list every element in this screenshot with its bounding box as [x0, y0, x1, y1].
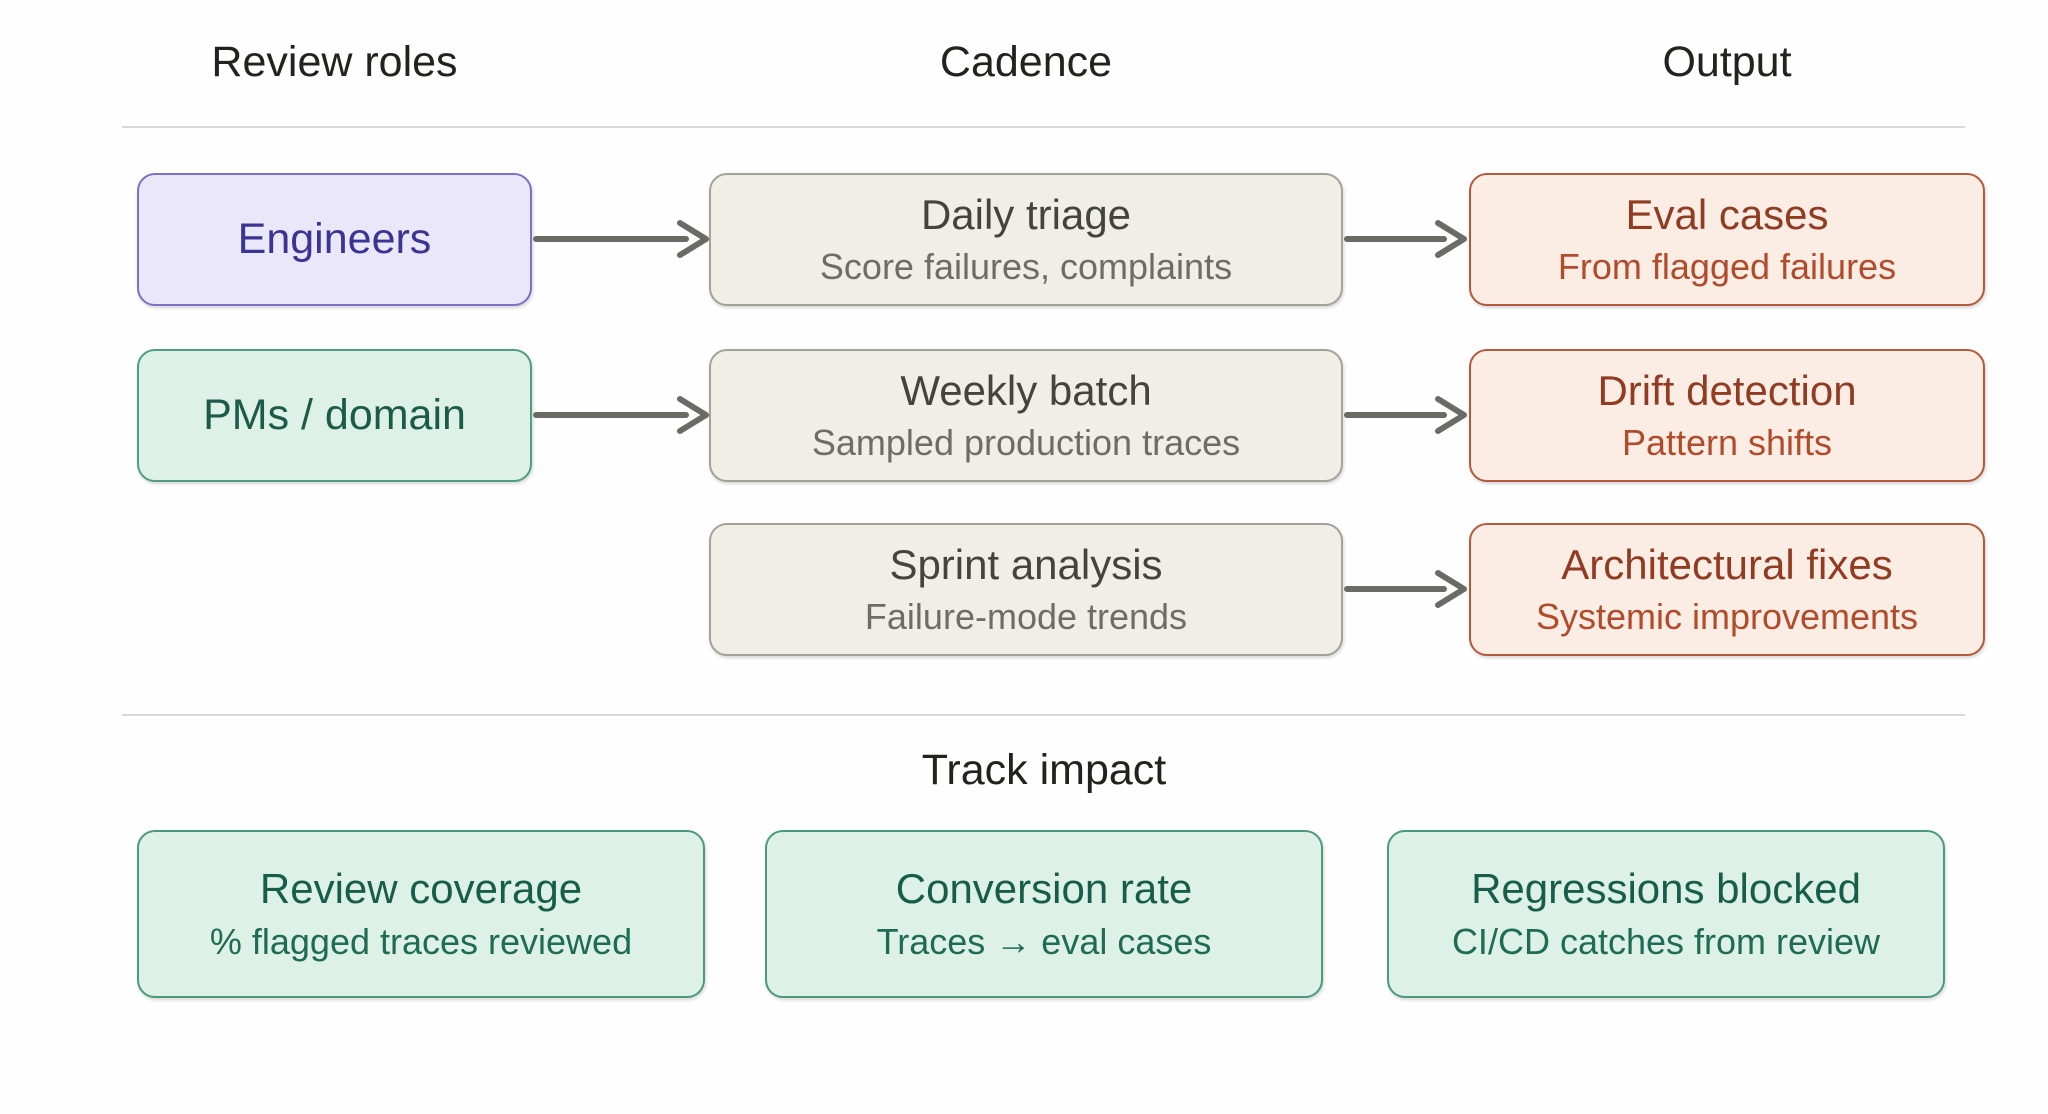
box-title: Weekly batch: [900, 366, 1152, 414]
box-title: Architectural fixes: [1561, 540, 1893, 588]
arrow-engineers-to-daily-triage: [533, 220, 709, 258]
impact-section-title: Track impact: [921, 746, 1167, 794]
role-box-pms-domain: PMs / domain: [137, 349, 532, 482]
box-title: Regressions blocked: [1471, 865, 1861, 913]
box-title: Drift detection: [1597, 366, 1857, 414]
box-subtitle: Score failures, complaints: [819, 246, 1233, 288]
role-box-engineers: Engineers: [137, 173, 532, 306]
output-box-eval-cases: Eval cases From flagged failures: [1469, 173, 1985, 306]
arrow-sprint-analysis-to-architectural-fixes: [1344, 570, 1467, 608]
box-title: Review coverage: [259, 865, 583, 913]
output-box-drift-detection: Drift detection Pattern shifts: [1469, 349, 1985, 482]
box-title: Eval cases: [1625, 190, 1829, 238]
cadence-box-sprint-analysis: Sprint analysis Failure-mode trends: [709, 523, 1343, 656]
role-label: Engineers: [237, 214, 432, 263]
box-subtitle: Sampled production traces: [811, 422, 1241, 464]
column-header-output: Output: [1662, 38, 1792, 86]
box-subtitle: % flagged traces reviewed: [209, 920, 633, 962]
box-subtitle: Systemic improvements: [1535, 596, 1919, 638]
header-divider: [122, 126, 1965, 128]
cadence-box-daily-triage: Daily triage Score failures, complaints: [709, 173, 1343, 306]
box-subtitle: Pattern shifts: [1621, 422, 1833, 464]
column-header-cadence: Cadence: [939, 38, 1113, 86]
cadence-box-weekly-batch: Weekly batch Sampled production traces: [709, 349, 1343, 482]
box-title: Sprint analysis: [889, 540, 1163, 588]
role-label: PMs / domain: [203, 390, 466, 439]
box-subtitle: Traces → eval cases: [876, 920, 1212, 962]
impact-divider: [122, 714, 1965, 716]
arrow-weekly-batch-to-drift-detection: [1344, 396, 1467, 434]
arrow-daily-triage-to-eval-cases: [1344, 220, 1467, 258]
box-subtitle: From flagged failures: [1557, 246, 1897, 288]
box-subtitle: CI/CD catches from review: [1451, 920, 1881, 962]
impact-card-review-coverage: Review coverage % flagged traces reviewe…: [137, 830, 705, 998]
output-box-architectural-fixes: Architectural fixes Systemic improvement…: [1469, 523, 1985, 656]
box-title: Daily triage: [920, 190, 1132, 238]
arrow-pms-to-weekly-batch: [533, 396, 709, 434]
box-title: Conversion rate: [895, 865, 1193, 913]
impact-card-regressions-blocked: Regressions blocked CI/CD catches from r…: [1387, 830, 1945, 998]
column-header-review-roles: Review roles: [211, 38, 458, 86]
impact-card-conversion-rate: Conversion rate Traces → eval cases: [765, 830, 1323, 998]
box-subtitle: Failure-mode trends: [864, 596, 1188, 638]
